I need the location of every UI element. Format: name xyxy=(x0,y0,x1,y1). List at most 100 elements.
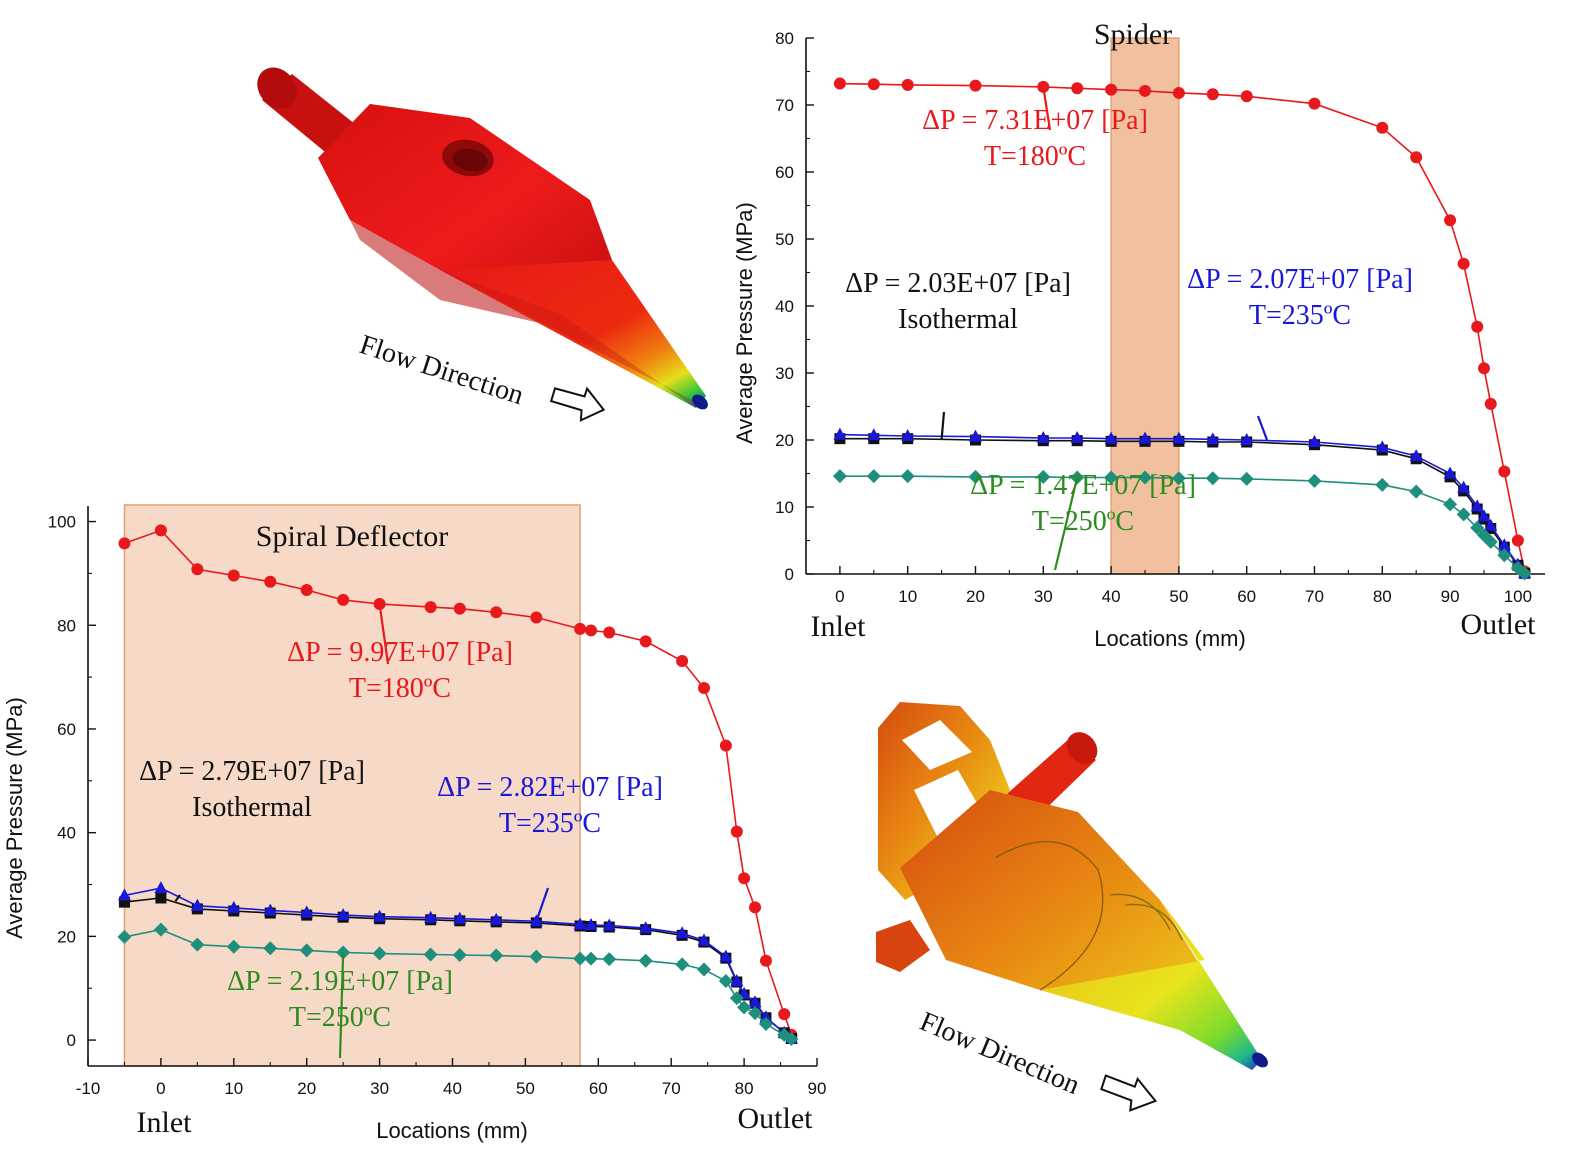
spider-teal-data-point xyxy=(1443,497,1458,512)
spiral-blue-data-point xyxy=(190,898,204,911)
spiral-teal-data-point xyxy=(718,973,733,988)
spider-teal-data-point xyxy=(866,469,881,484)
spider-red-data-point xyxy=(1105,83,1118,96)
spiral-red-data-point xyxy=(585,624,598,637)
spider-series-group xyxy=(832,77,1532,581)
spiral-blue-data-point xyxy=(300,905,314,918)
spiral-red-data-point xyxy=(574,622,587,635)
spider-red-data-point xyxy=(1172,86,1185,99)
spider-teal-data-point xyxy=(1456,507,1471,522)
spider-y-tick-label: 20 xyxy=(775,431,794,450)
spider-teal-data-point xyxy=(1375,477,1390,492)
spiral-black-annotation-text-2: Isothermal xyxy=(192,792,312,823)
spiral-red-data-point xyxy=(154,524,167,537)
spider-x-tick-label: 20 xyxy=(966,587,985,606)
spiral-blue-data-point xyxy=(748,995,762,1008)
spiral-y-tick-label: 80 xyxy=(57,616,76,635)
spiral-blue-data-point xyxy=(675,926,689,939)
spiral-red-data-point xyxy=(191,563,204,576)
spider-black-annotation-text-1: ΔP = 2.03E+07 [Pa] xyxy=(845,268,1071,299)
spider-red-annotation-text-1: ΔP = 7.31E+07 [Pa] xyxy=(922,105,1148,136)
spider-red-data-point xyxy=(867,78,880,91)
spiral-blue-data-point xyxy=(263,903,277,916)
spider-shaded-region xyxy=(1110,37,1180,575)
spider-red-data-point xyxy=(1308,97,1321,110)
spiral-blue-data-point xyxy=(154,881,168,894)
spider-teal-data-point xyxy=(968,469,983,484)
spiral-red-annotation-text-1: ΔP = 9.97E+07 [Pa] xyxy=(287,637,513,668)
spider-red-data-point xyxy=(1471,320,1484,333)
spiral-x-tick-label: 90 xyxy=(808,1079,827,1098)
spiral-teal-data-point xyxy=(729,991,744,1006)
spiral-teal-data-point xyxy=(675,957,690,972)
spider-teal-data-point xyxy=(1239,471,1254,486)
spider-red-data-point xyxy=(1410,151,1423,164)
spider-blue-data-point xyxy=(1470,499,1484,512)
spiral-teal-data-point xyxy=(602,952,617,967)
spiral-red-data-point xyxy=(738,872,751,885)
spiral-x-tick-label: 70 xyxy=(662,1079,681,1098)
spider-blue-data-point xyxy=(1477,509,1491,522)
spiral-blue-data-point xyxy=(336,908,350,921)
spider-blue-data-point xyxy=(1104,431,1118,444)
spider-black-annotation-text-2: Isothermal xyxy=(898,304,1018,335)
spider-red-data-point xyxy=(1511,534,1524,547)
spiral-x-tick-label: 10 xyxy=(224,1079,243,1098)
spider-y-tick-label: 0 xyxy=(785,565,794,584)
spiral-x-axis-label: Locations (mm) xyxy=(376,1118,528,1143)
spider-teal-data-point xyxy=(1483,534,1498,549)
spider-red-data-point xyxy=(1376,121,1389,134)
spiral-red-data-point xyxy=(676,655,689,668)
spider-y-tick-label: 50 xyxy=(775,230,794,249)
spider-black-annotation-leader xyxy=(940,411,946,440)
spiral-blue-annotation-text-2: T=235ºC xyxy=(499,808,601,839)
spiral-y-tick-label: 60 xyxy=(57,720,76,739)
spider-blue-data-point xyxy=(833,427,847,440)
spider-inlet-label: Inlet xyxy=(811,610,867,643)
spiral-blue-data-point xyxy=(719,949,733,962)
top-flow-direction-label: Flow Direction xyxy=(356,329,528,411)
spider-blue-annotation-text-2: T=235ºC xyxy=(1249,300,1351,331)
spiral-y-axis-label: Average Pressure (MPa) xyxy=(2,697,27,939)
spiral-red-data-point xyxy=(118,537,131,550)
spiral-teal-data-point xyxy=(573,951,588,966)
spider-red-data-point xyxy=(1457,257,1470,270)
spiral-inlet-label: Inlet xyxy=(137,1106,193,1139)
spider-red-data-point xyxy=(1071,82,1084,95)
spiral-blue-data-point xyxy=(639,921,653,934)
spiral-x-tick-label: 20 xyxy=(297,1079,316,1098)
spiral-blue-data-point xyxy=(227,900,241,913)
spiral-teal-data-point xyxy=(372,946,387,961)
spider-x-tick-label: 40 xyxy=(1102,587,1121,606)
spider-blue-data-point xyxy=(1206,432,1220,445)
spiral-x-tick-label: 60 xyxy=(589,1079,608,1098)
spiral-teal-data-point xyxy=(529,949,544,964)
spiral-outlet-label: Outlet xyxy=(738,1102,814,1135)
spider-blue-data-point xyxy=(1457,480,1471,493)
bottom-flow-direction-label: Flow Direction xyxy=(915,1006,1084,1101)
spider-y-tick-label: 80 xyxy=(775,29,794,48)
spider-red-data-point xyxy=(1484,397,1497,410)
spiral-y-tick-label: 20 xyxy=(57,927,76,946)
spider-teal-data-point xyxy=(1171,471,1186,486)
spiral-black-annotation-leader xyxy=(174,894,181,902)
spiral-red-data-point xyxy=(759,954,772,967)
spider-teal-data-point xyxy=(1470,520,1485,535)
spider-x-tick-label: 0 xyxy=(835,587,844,606)
spider-blue-data-point xyxy=(1443,466,1457,479)
spider-y-tick-label: 10 xyxy=(775,498,794,517)
spiral-red-data-point xyxy=(530,611,543,624)
spiral-teal-data-point xyxy=(758,1017,773,1031)
spider-blue-data-point xyxy=(1240,433,1254,445)
spiral-teal-data-point xyxy=(226,939,241,954)
spiral-red-data-point xyxy=(424,601,437,614)
spiral-teal-data-point xyxy=(784,1032,799,1047)
spiral-blue-data-point xyxy=(489,912,503,925)
spider-red-annotation-leader xyxy=(1042,86,1052,131)
spiral-teal-data-point xyxy=(423,947,438,962)
spiral-teal-data-point xyxy=(452,948,467,963)
spider-x-tick-label: 10 xyxy=(898,587,917,606)
spider-y-tick-label: 40 xyxy=(775,297,794,316)
spider-axes: 0 10 20 30 40 50 60 70 80 0 10 20 30 40 50 60 70 80 90 100 xyxy=(775,29,1545,606)
